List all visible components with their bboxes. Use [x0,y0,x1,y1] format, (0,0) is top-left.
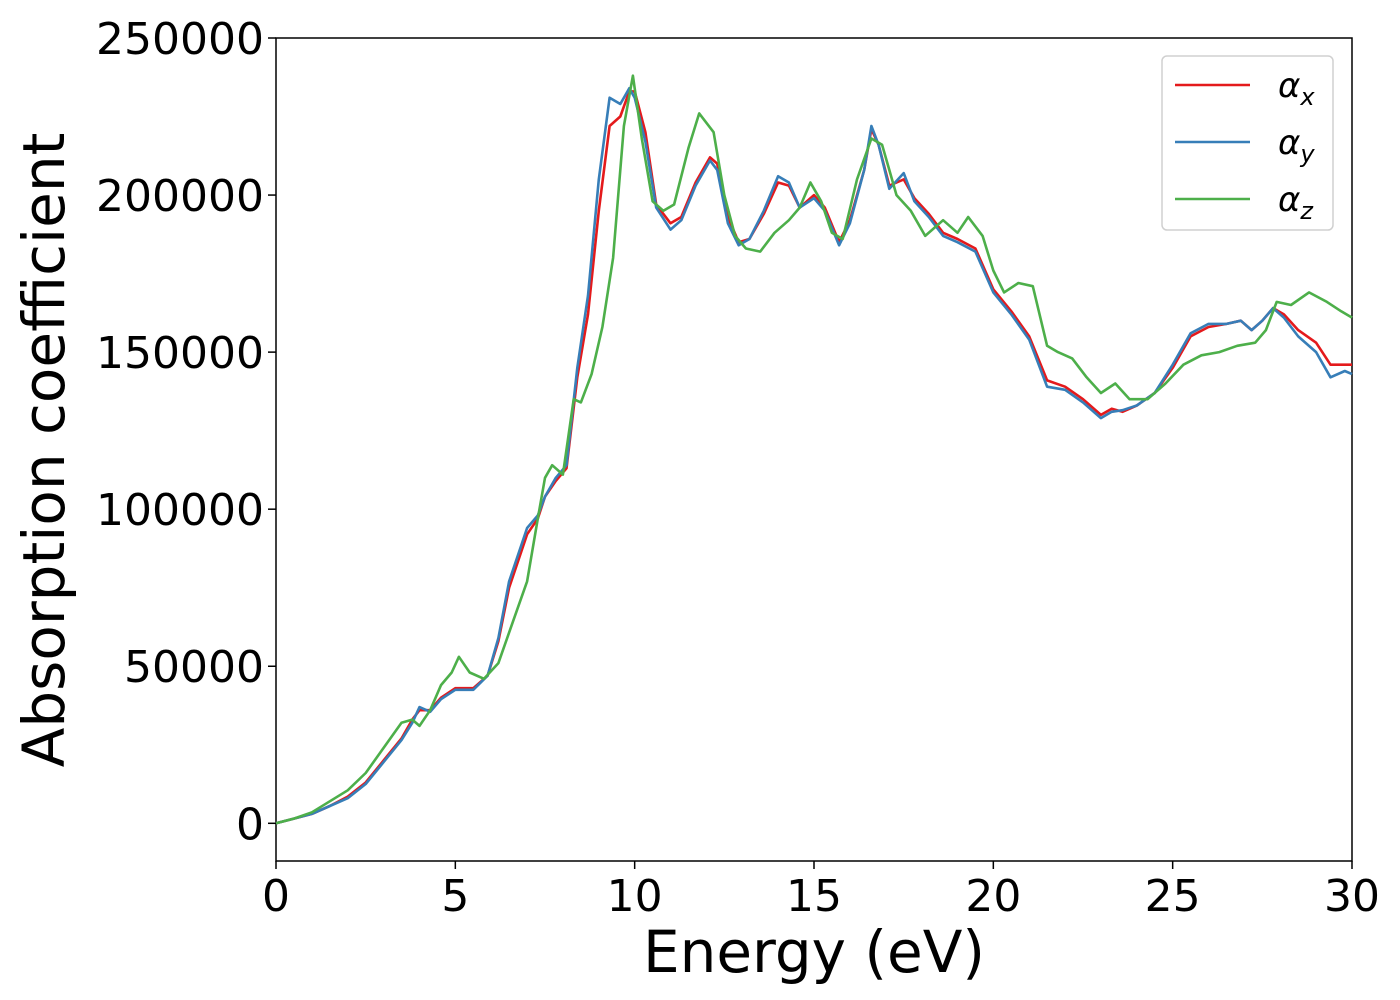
y-tick-label: 100000 [96,485,264,536]
y-tick-label: 0 [236,799,264,850]
legend-subscript: y [1299,140,1315,168]
x-tick-label: 10 [607,871,663,922]
legend-label-z: αz [1278,180,1314,225]
legend-label-y: αy [1278,123,1315,168]
x-tick-label: 30 [1324,871,1380,922]
legend-label-x: αx [1278,66,1315,111]
legend-symbol: α [1278,123,1300,163]
series-layer [275,74,1353,825]
x-axis-ticks: 0 5 10 15 20 25 30 [262,861,1380,922]
x-tick-label: 15 [786,871,842,922]
x-tick-label: 0 [262,871,290,922]
legend-subscript: z [1299,197,1314,225]
series-line-y [275,87,1353,825]
y-tick-label: 150000 [96,328,264,379]
y-axis-label: Absorption coefficient [10,133,78,768]
x-tick-label: 25 [1145,871,1201,922]
y-tick-label: 250000 [96,14,264,65]
legend-symbol: α [1278,66,1300,106]
legend-symbol: α [1278,180,1300,220]
x-tick-label: 20 [965,871,1021,922]
y-axis-ticks: 0 50000 100000 150000 200000 250000 [96,14,276,850]
x-tick-label: 5 [441,871,469,922]
x-axis-label: Energy (eV) [643,918,985,986]
y-tick-label: 50000 [124,642,264,693]
series-line-z [275,74,1353,825]
legend-subscript: x [1299,83,1315,111]
y-tick-label: 200000 [96,171,264,222]
